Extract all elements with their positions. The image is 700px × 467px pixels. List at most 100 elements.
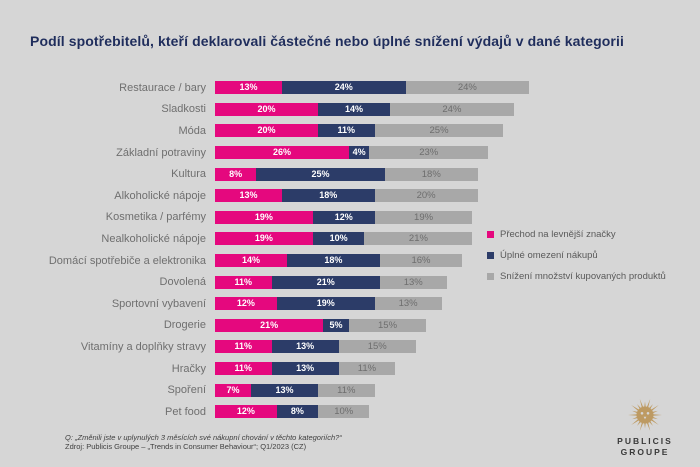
- category-label: Kultura: [171, 168, 206, 181]
- bar-segment: 21%: [215, 318, 324, 332]
- bar-value-label: 24%: [457, 82, 477, 94]
- bar-value-label: 13%: [296, 363, 315, 374]
- bar-value-label: 21%: [408, 233, 428, 245]
- bar-segment: 5%: [323, 318, 349, 332]
- bar-segment: 12%: [215, 405, 277, 419]
- legend-label: Úplné omezení nákupů: [500, 250, 598, 261]
- legend-label: Snížení množství kupovaných produktů: [500, 271, 666, 282]
- bar-segment: 15%: [338, 340, 416, 354]
- bar-segment: 16%: [379, 254, 463, 268]
- footer: Q: „Změnili jste v uplynulých 3 měsících…: [65, 433, 342, 451]
- bar-segment: 20%: [374, 189, 478, 203]
- bar-segment: 13%: [271, 362, 339, 376]
- bar-segment: 13%: [215, 189, 282, 203]
- bar-stack: 11% 21% 13%: [215, 275, 447, 289]
- bar-segment: 11%: [215, 340, 272, 354]
- bar-value-label: 20%: [257, 103, 276, 114]
- bar-segment: 19%: [374, 210, 473, 224]
- bar-value-label: 18%: [421, 168, 441, 180]
- stacked-bar-chart: Restaurace / bary 13% 24% 24% Sladkosti 20% 14…: [30, 77, 680, 423]
- bar-row: Kultura 8% 25% 18%: [30, 163, 680, 185]
- category-label: Domácí spotřebiče a elektronika: [48, 254, 206, 267]
- bar-segment: 24%: [390, 102, 514, 116]
- bar-value-label: 14%: [345, 103, 364, 114]
- category-label: Restaurace / bary: [119, 81, 206, 94]
- bar-segment: 18%: [384, 167, 478, 181]
- bar-segment: 10%: [312, 232, 365, 246]
- bar-value-label: 18%: [324, 255, 343, 266]
- bar-segment: 25%: [374, 124, 504, 138]
- category-label: Sportovní vybavení: [111, 297, 206, 310]
- legend-swatch: [487, 273, 494, 280]
- legend-item: Úplné omezení nákupů: [487, 250, 666, 261]
- legend-item: Snížení množství kupovaných produktů: [487, 271, 666, 282]
- bar-value-label: 12%: [236, 298, 255, 309]
- bar-value-label: 7%: [226, 384, 240, 395]
- bar-stack: 20% 11% 25%: [215, 124, 504, 138]
- legend-swatch: [487, 252, 494, 259]
- category-label: Alkoholické nápoje: [114, 189, 206, 202]
- bar-segment: 11%: [215, 362, 272, 376]
- bar-stack: 20% 14% 24%: [215, 102, 514, 116]
- bar-segment: 19%: [276, 297, 375, 311]
- bar-segment: 15%: [348, 318, 427, 332]
- bar-segment: 8%: [215, 167, 257, 181]
- bar-segment: 8%: [276, 405, 318, 419]
- bar-value-label: 8%: [229, 168, 243, 179]
- publicis-lion-icon: [628, 398, 662, 432]
- category-label: Kosmetika / parfémy: [105, 211, 206, 224]
- bar-stack: 11% 13% 15%: [215, 340, 416, 354]
- chart-legend: Přechod na levnější značky Úplné omezení …: [487, 229, 666, 292]
- bar-value-label: 19%: [316, 298, 335, 309]
- bar-row: Domácí spotřebiče a elektronika 14% 18% 16%: [30, 250, 680, 272]
- bar-row: Nealkoholické nápoje 19% 10% 21%: [30, 228, 680, 250]
- bar-value-label: 20%: [257, 125, 276, 136]
- bar-row: Vitamíny a doplňky stravy 11% 13% 15%: [30, 336, 680, 358]
- bar-value-label: 19%: [414, 211, 434, 223]
- bar-segment: 19%: [215, 210, 313, 224]
- bar-segment: 11%: [338, 362, 396, 376]
- bar-row: Sportovní vybavení 12% 19% 13%: [30, 293, 680, 315]
- bar-value-label: 13%: [296, 341, 315, 352]
- category-label: Spoření: [167, 384, 206, 397]
- bar-value-label: 11%: [337, 384, 356, 396]
- bar-row: Kosmetika / parfémy 19% 12% 19%: [30, 207, 680, 229]
- bar-row: Drogerie 21% 5% 15%: [30, 315, 680, 337]
- bar-value-label: 25%: [311, 168, 330, 179]
- category-label: Móda: [178, 124, 206, 137]
- bar-stack: 12% 19% 13%: [215, 297, 442, 311]
- bar-value-label: 21%: [260, 319, 279, 330]
- chart-rows: Restaurace / bary 13% 24% 24% Sladkosti 20% 14…: [30, 77, 680, 423]
- bar-row: Spoření 7% 13% 11%: [30, 379, 680, 401]
- bar-stack: 8% 25% 18%: [215, 167, 478, 181]
- bar-value-label: 11%: [337, 125, 356, 136]
- bar-row: Základní potraviny 26% 4% 23%: [30, 142, 680, 164]
- bar-value-label: 13%: [239, 190, 258, 201]
- bar-segment: 13%: [251, 383, 318, 397]
- bar-value-label: 20%: [416, 190, 436, 202]
- bar-segment: 23%: [369, 146, 488, 160]
- bar-segment: 4%: [348, 146, 370, 160]
- bar-stack: 26% 4% 23%: [215, 146, 488, 160]
- bar-value-label: 12%: [236, 406, 255, 417]
- bar-stack: 14% 18% 16%: [215, 254, 463, 268]
- bar-value-label: 10%: [334, 406, 354, 418]
- bar-value-label: 23%: [419, 147, 439, 159]
- bar-value-label: 13%: [275, 384, 294, 395]
- bar-row: Alkoholické nápoje 13% 18% 20%: [30, 185, 680, 207]
- logo-text-publicis: PUBLICIS: [617, 436, 673, 446]
- bar-value-label: 13%: [398, 298, 418, 310]
- bar-value-label: 12%: [334, 211, 353, 222]
- bar-row: Dovolená 11% 21% 13%: [30, 271, 680, 293]
- bar-segment: 25%: [256, 167, 385, 181]
- bar-segment: 14%: [215, 254, 288, 268]
- bar-value-label: 11%: [234, 276, 253, 287]
- bar-segment: 13%: [215, 81, 282, 95]
- category-label: Vitamíny a doplňky stravy: [80, 340, 206, 353]
- bar-segment: 13%: [379, 275, 447, 289]
- bar-stack: 7% 13% 11%: [215, 383, 375, 397]
- bar-row: Pet food 12% 8% 10%: [30, 401, 680, 423]
- bar-stack: 12% 8% 10%: [215, 405, 370, 419]
- bar-value-label: 21%: [316, 276, 335, 287]
- bar-stack: 13% 24% 24%: [215, 81, 530, 95]
